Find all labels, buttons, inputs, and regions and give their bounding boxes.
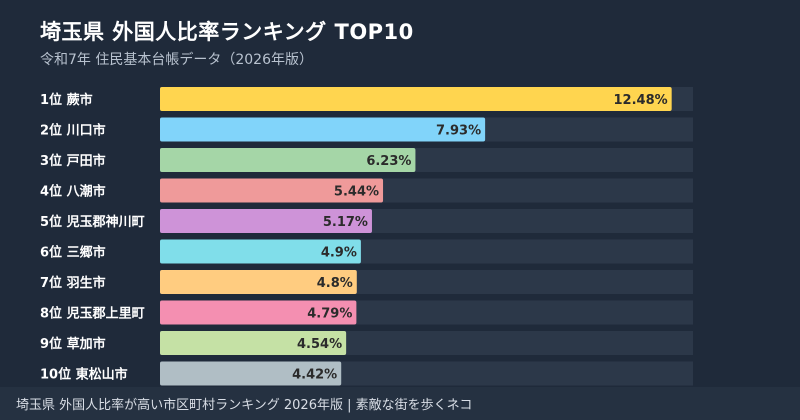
value-label: 4.8% <box>317 276 353 291</box>
bar <box>160 148 416 172</box>
bar <box>160 209 372 233</box>
bar <box>160 361 342 386</box>
category-label: 3位 戸田市 <box>40 153 106 169</box>
chart-title: 埼玉県 外国人比率ランキング TOP10 <box>40 20 414 44</box>
value-label: 7.93% <box>436 124 481 139</box>
bar <box>160 300 357 325</box>
bar <box>160 331 347 355</box>
bar <box>160 87 672 111</box>
value-label: 4.54% <box>297 337 342 352</box>
bar <box>160 270 357 294</box>
value-label: 5.44% <box>334 185 379 200</box>
value-label: 12.48% <box>614 93 668 108</box>
category-label: 4位 八潮市 <box>40 184 106 200</box>
category-label: 9位 草加市 <box>40 336 106 352</box>
category-label: 10位 東松山市 <box>40 367 128 383</box>
value-label: 4.42% <box>292 368 337 383</box>
category-label: 5位 児玉郡神川町 <box>40 214 145 230</box>
category-label: 1位 蕨市 <box>40 92 93 108</box>
bar <box>160 239 361 264</box>
value-label: 4.79% <box>307 307 352 322</box>
category-label: 7位 羽生市 <box>40 275 106 291</box>
bar <box>160 178 384 203</box>
chart-subtitle: 令和7年 住民基本台帳データ（2026年版） <box>40 52 313 68</box>
category-label: 8位 児玉郡上里町 <box>40 306 145 322</box>
value-label: 4.9% <box>321 246 357 261</box>
bar-chart: 1位 蕨市 12.48% 2位 川口市 7.93% 3位 戸田市 6.23% 4位 八潮市 5… <box>40 87 693 386</box>
footer-caption: 埼玉県 外国人比率が高い市区町村ランキング 2026年版 | 素敵な街を歩くネコ <box>0 387 800 420</box>
category-label: 2位 川口市 <box>40 123 106 139</box>
value-label: 5.17% <box>323 215 368 230</box>
category-label: 6位 三郷市 <box>40 245 106 261</box>
value-label: 6.23% <box>366 154 411 169</box>
bar <box>160 117 486 142</box>
